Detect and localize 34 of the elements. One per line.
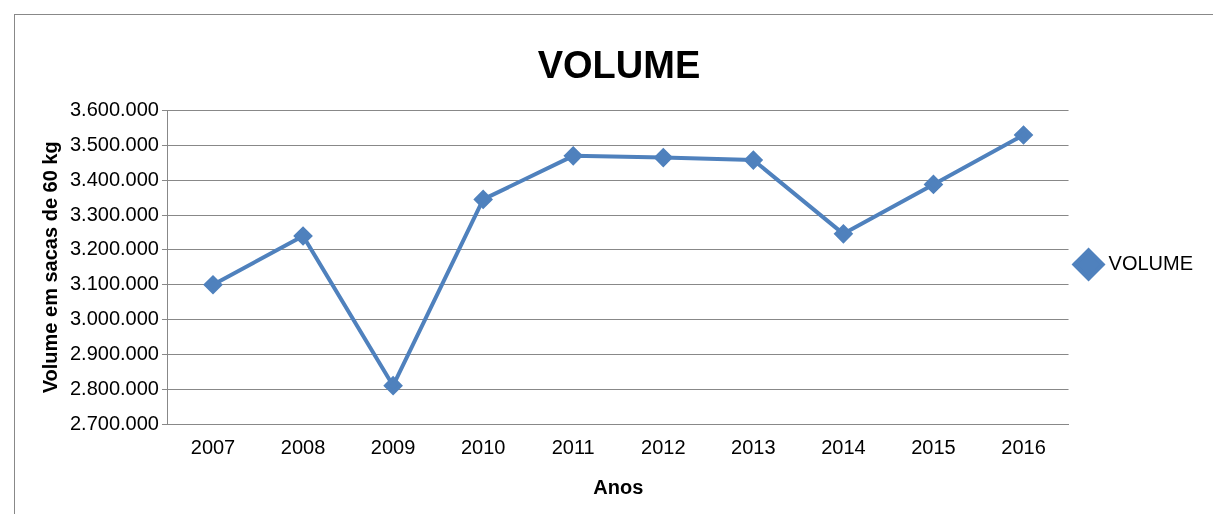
y-tick-label: 3.000.000 xyxy=(69,307,159,330)
point xyxy=(384,376,403,395)
y-tick-label: 3.400.000 xyxy=(69,167,159,190)
x-tick-label: 2012 xyxy=(641,435,686,458)
y-tick-label: 3.500.000 xyxy=(69,132,159,155)
x-tick-label: 2008 xyxy=(280,435,326,458)
x-tick-label: 2014 xyxy=(821,435,866,458)
y-tick-label: 2.700.000 xyxy=(69,411,159,434)
point xyxy=(834,224,853,243)
legend-label: VOLUME xyxy=(1108,252,1194,275)
x-tick-label: 2013 xyxy=(731,435,776,458)
point xyxy=(294,226,313,245)
y-tick-label: 2.800.000 xyxy=(69,376,159,399)
x-tick-label: 2015 xyxy=(911,435,956,458)
point xyxy=(1014,125,1033,144)
point xyxy=(924,175,943,194)
point xyxy=(564,146,583,165)
x-axis-title: Anos xyxy=(593,475,644,498)
x-tick-label: 2010 xyxy=(460,435,506,458)
point xyxy=(474,190,493,209)
x-tick-label: 2011 xyxy=(551,435,595,458)
y-tick-label: 3.600.000 xyxy=(69,98,159,121)
chart-title: VOLUME xyxy=(537,44,701,87)
x-tick-label: 2016 xyxy=(1001,435,1046,458)
point xyxy=(204,275,222,294)
y-tick-label: 3.300.000 xyxy=(69,202,159,225)
x-tick-label: 2009 xyxy=(370,435,416,458)
y-axis-title: Volume em sacas de 60 kg xyxy=(38,141,61,394)
x-tick-label: 2007 xyxy=(190,435,236,458)
point xyxy=(654,148,673,167)
y-tick-label: 2.900.000 xyxy=(69,341,159,364)
y-tick-label: 3.100.000 xyxy=(69,272,159,295)
point xyxy=(744,151,763,170)
y-tick-label: 3.200.000 xyxy=(69,237,159,260)
